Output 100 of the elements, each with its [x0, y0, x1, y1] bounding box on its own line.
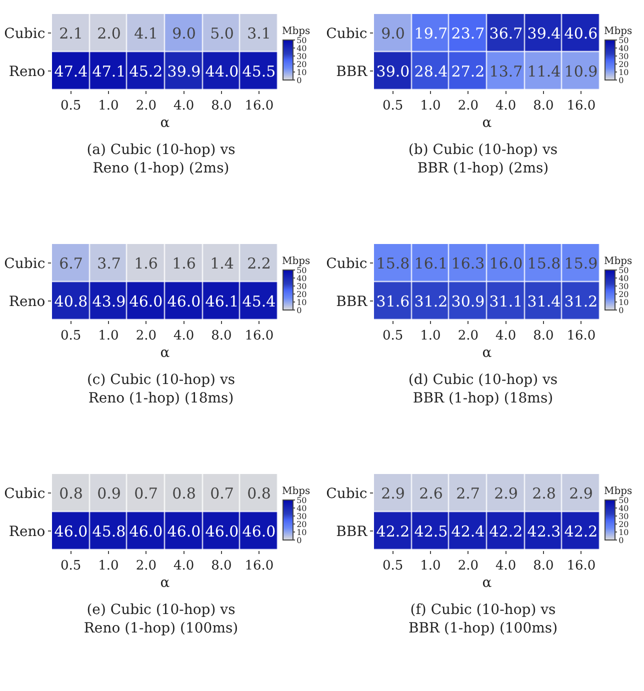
data-label: 15.8 — [527, 254, 561, 272]
data-label: 2.6 — [419, 484, 443, 502]
y-tick-label: Cubic — [4, 486, 46, 502]
data-label: 42.2 — [564, 522, 598, 540]
data-label: 36.7 — [489, 24, 523, 42]
data-label: 42.2 — [489, 522, 523, 540]
color-bar-label: 40 — [618, 274, 629, 283]
x-tick-label: 2.0 — [136, 558, 157, 574]
data-label: 42.2 — [376, 522, 410, 540]
color-bar-label: 30 — [296, 282, 307, 291]
x-axis-title: α — [482, 344, 492, 361]
data-label: 42.3 — [527, 522, 561, 540]
y-tick-label: Reno — [8, 524, 46, 540]
data-label: 30.9 — [451, 292, 485, 310]
color-bar-label: 20 — [618, 60, 629, 69]
data-label: 46.1 — [205, 292, 239, 310]
data-label: 45.5 — [242, 62, 276, 80]
color-bar-label: 30 — [296, 512, 307, 521]
color-bar-label: 0 — [618, 76, 624, 85]
x-tick-label: 0.5 — [60, 328, 82, 344]
data-label: 44.0 — [205, 62, 239, 80]
color-bar-label: 10 — [296, 298, 307, 307]
x-tick-label: 4.0 — [173, 328, 194, 344]
data-label: 42.5 — [414, 522, 448, 540]
x-axis-title: α — [160, 114, 170, 131]
color-bar-title: Mbps — [282, 26, 310, 37]
data-label: 40.6 — [564, 24, 598, 42]
x-tick-label: 4.0 — [173, 98, 194, 114]
color-bar-label: 40 — [296, 504, 307, 513]
data-label: 23.7 — [451, 24, 485, 42]
color-bar-label: 0 — [296, 306, 302, 315]
data-label: 46.0 — [167, 292, 201, 310]
x-tick-label: 0.5 — [382, 328, 404, 344]
data-label: 15.8 — [376, 254, 410, 272]
data-label: 5.0 — [210, 24, 234, 42]
data-label: 9.0 — [381, 24, 405, 42]
data-label: 45.2 — [129, 62, 163, 80]
x-tick-label: 0.5 — [60, 98, 82, 114]
data-label: 47.1 — [92, 62, 126, 80]
data-label: 2.9 — [494, 484, 518, 502]
data-label: 0.7 — [134, 484, 158, 502]
text: (a) Cubic (10-hop) vs Reno (1-hop) (2ms) — [86, 142, 236, 176]
data-label: 43.9 — [92, 292, 126, 310]
data-label: 2.9 — [569, 484, 593, 502]
color-bar-label: 30 — [296, 52, 307, 61]
data-label: 31.4 — [527, 292, 561, 310]
x-tick-label: 2.0 — [458, 98, 479, 114]
data-label: 27.2 — [451, 62, 485, 80]
color-bar-label: 40 — [296, 274, 307, 283]
color-bar-label: 0 — [618, 306, 624, 315]
data-label: 15.9 — [564, 254, 598, 272]
text: (f) Cubic (10-hop) vs BBR (1-hop) (100ms) — [408, 602, 558, 636]
data-label: 39.0 — [376, 62, 410, 80]
data-label: 13.7 — [489, 62, 523, 80]
y-tick-label: BBR — [336, 524, 368, 540]
color-bar-label: 10 — [618, 298, 629, 307]
x-tick-label: 8.0 — [211, 328, 232, 344]
data-label: 42.4 — [451, 522, 485, 540]
color-bar-label: 10 — [618, 528, 629, 537]
x-tick-label: 1.0 — [98, 328, 119, 344]
x-axis-title: α — [160, 574, 170, 591]
color-bar-label: 30 — [618, 282, 629, 291]
x-axis-title: α — [482, 574, 492, 591]
x-tick-label: 16.0 — [244, 328, 274, 344]
color-bar-title: Mbps — [604, 26, 632, 37]
data-label: 19.7 — [414, 24, 448, 42]
data-label: 31.2 — [414, 292, 448, 310]
x-tick-label: 16.0 — [566, 328, 596, 344]
y-tick-label: Cubic — [4, 26, 46, 42]
x-tick-label: 8.0 — [533, 558, 554, 574]
data-label: 46.0 — [167, 522, 201, 540]
y-tick-label: BBR — [336, 64, 368, 80]
data-label: 46.0 — [129, 292, 163, 310]
color-bar-label: 0 — [618, 536, 624, 545]
text: (c) Cubic (10-hop) vs Reno (1-hop) (18ms) — [86, 372, 236, 406]
data-label: 45.8 — [92, 522, 126, 540]
y-tick-label: Cubic — [326, 486, 368, 502]
data-label: 0.8 — [247, 484, 271, 502]
data-label: 28.4 — [414, 62, 448, 80]
data-label: 45.4 — [242, 292, 276, 310]
data-label: 16.3 — [451, 254, 485, 272]
x-tick-label: 4.0 — [495, 98, 516, 114]
x-tick-label: 1.0 — [98, 558, 119, 574]
data-label: 16.1 — [414, 254, 448, 272]
text: (e) Cubic (10-hop) vs Reno (1-hop) (100ms) — [84, 602, 238, 636]
x-tick-label: 8.0 — [211, 558, 232, 574]
x-tick-label: 1.0 — [98, 98, 119, 114]
color-bar-title: Mbps — [282, 256, 310, 267]
data-label: 47.4 — [54, 62, 88, 80]
data-label: 2.0 — [97, 24, 121, 42]
color-bar-title: Mbps — [604, 256, 632, 267]
color-bar-label: 20 — [296, 520, 307, 529]
x-tick-label: 4.0 — [173, 558, 194, 574]
x-tick-label: 8.0 — [533, 98, 554, 114]
x-tick-label: 8.0 — [533, 328, 554, 344]
x-tick-label: 16.0 — [244, 558, 274, 574]
data-label: 3.1 — [247, 24, 271, 42]
data-label: 1.6 — [134, 254, 158, 272]
text: (d) Cubic (10-hop) vs BBR (1-hop) (18ms) — [408, 372, 558, 406]
data-label: 39.9 — [167, 62, 201, 80]
